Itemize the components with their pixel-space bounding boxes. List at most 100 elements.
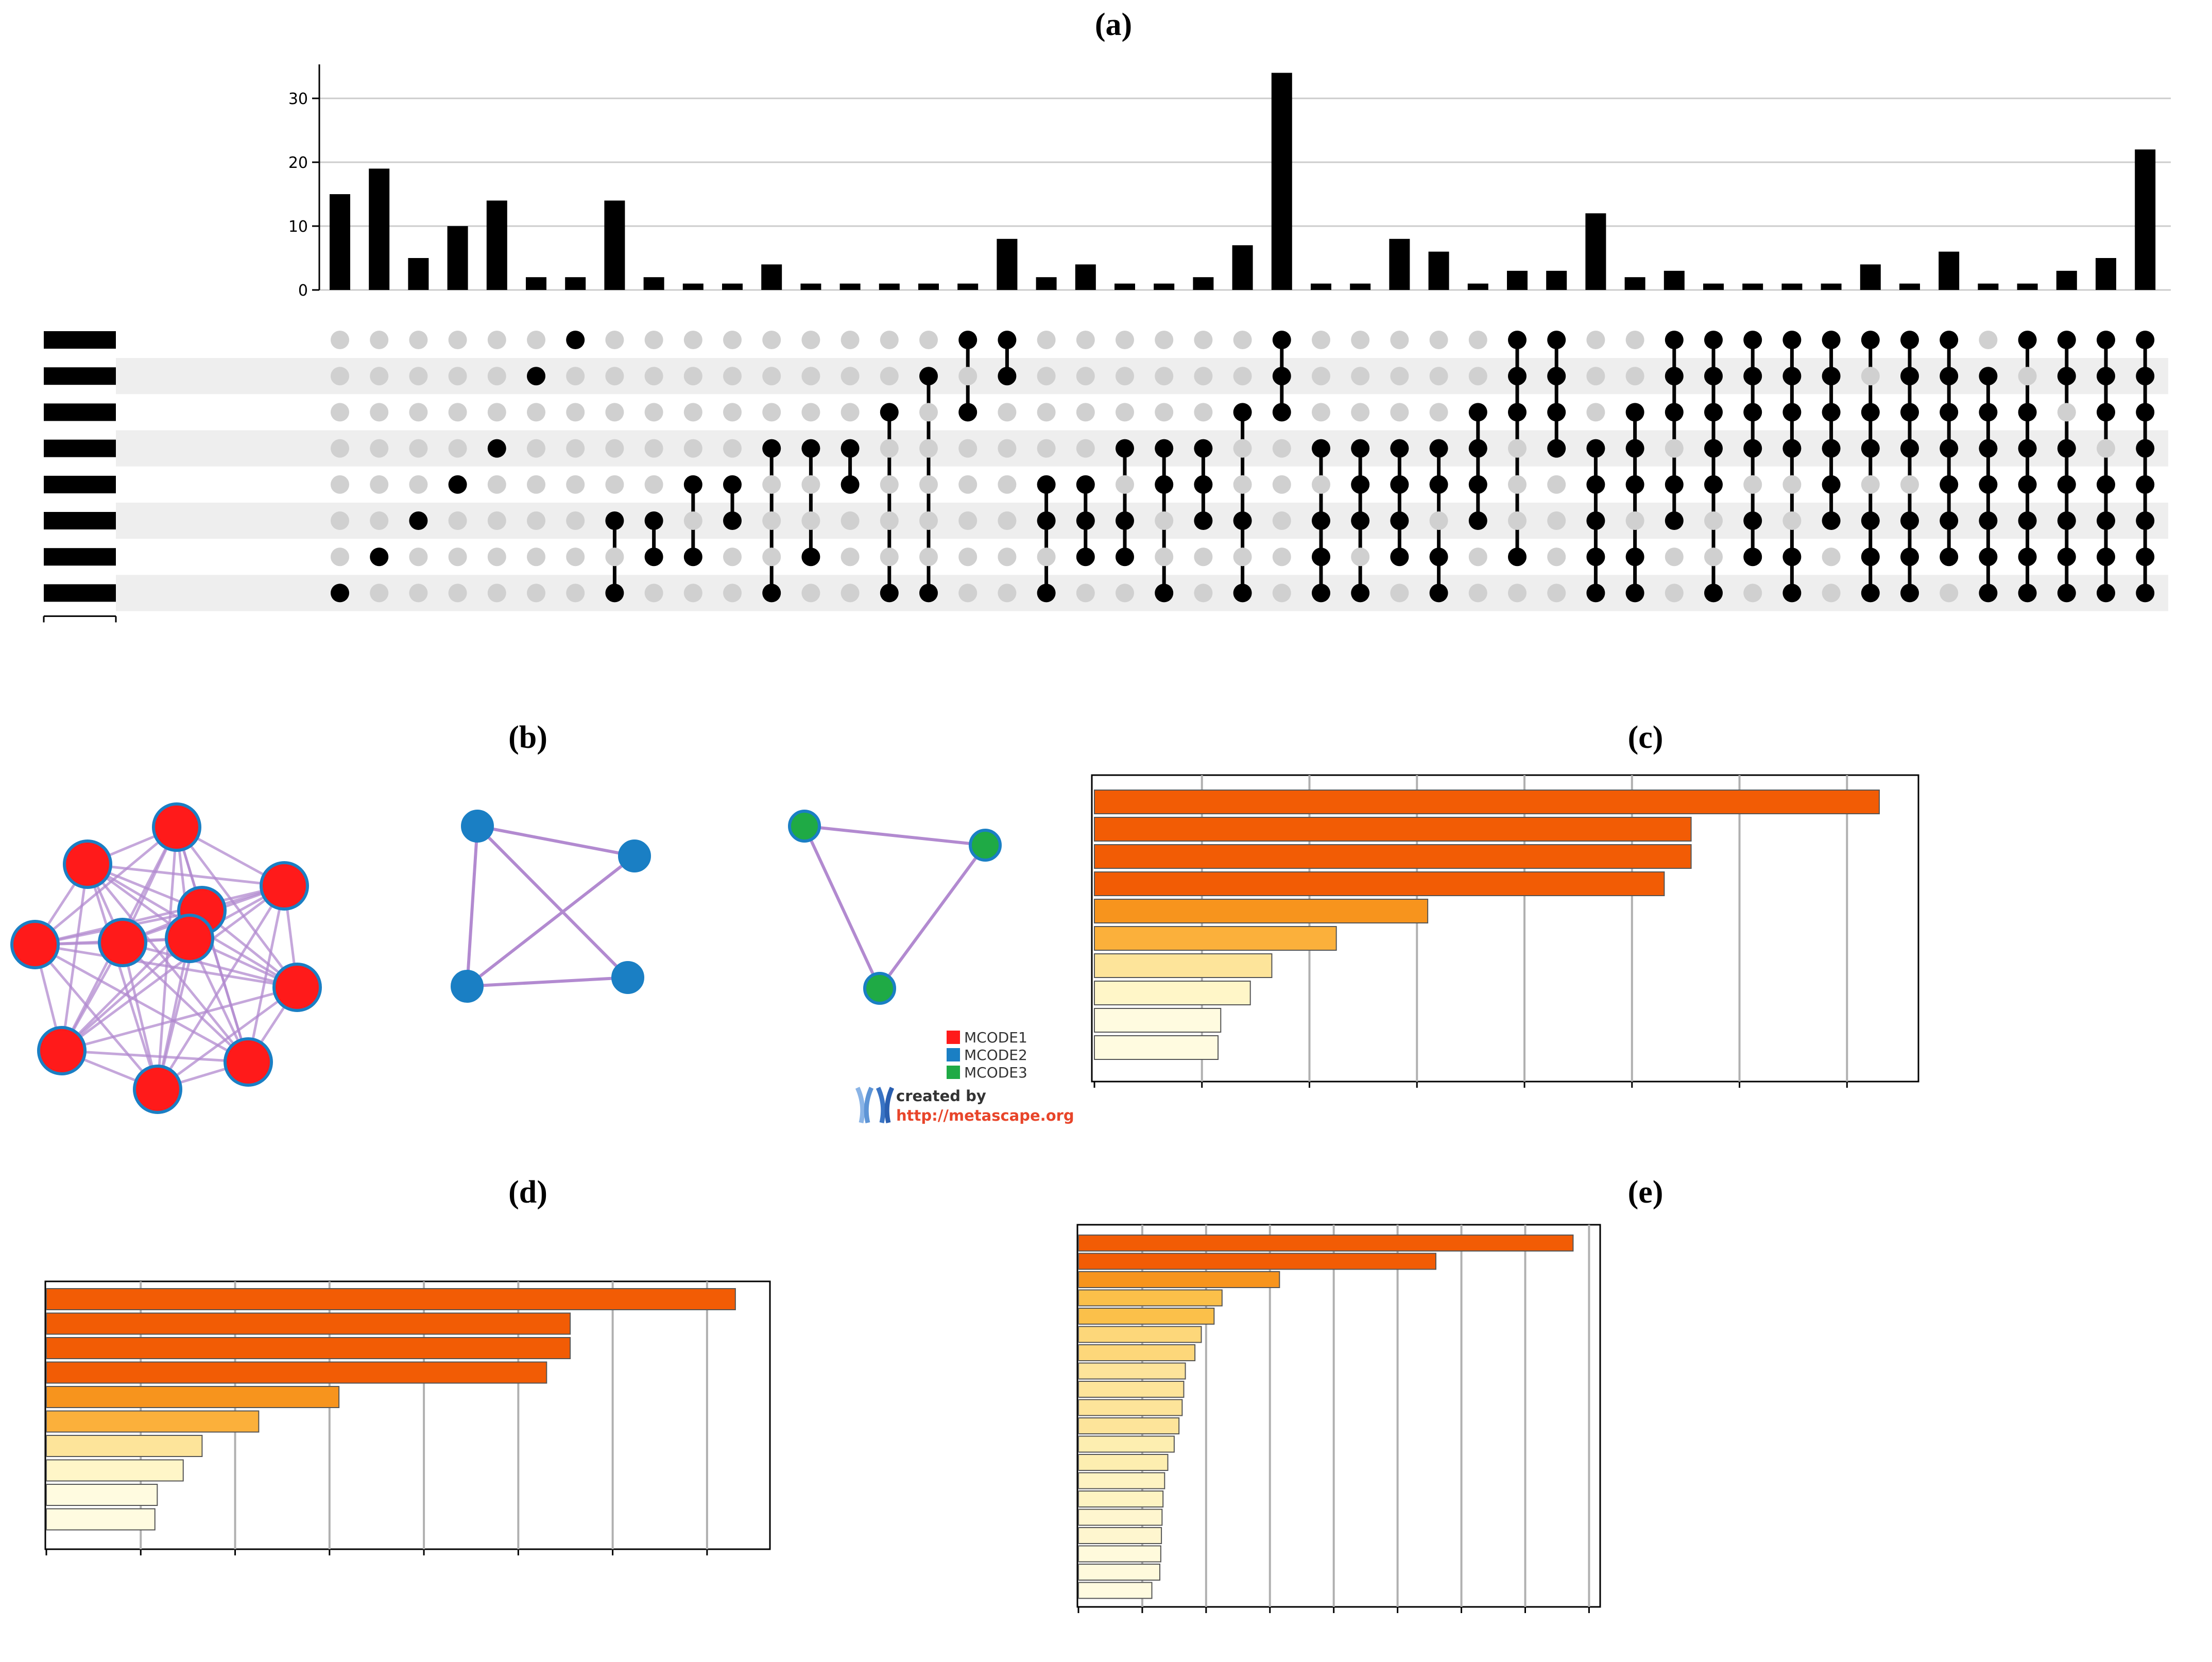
membership-dot-empty (683, 511, 702, 530)
membership-dot-empty (1233, 331, 1252, 349)
membership-dot-filled (1468, 439, 1487, 458)
membership-dot-empty (841, 403, 860, 422)
membership-dot-filled (1743, 367, 1762, 386)
credit-created-by: created by (896, 1087, 986, 1105)
membership-dot-filled (1194, 475, 1213, 494)
membership-dot-filled (1116, 511, 1134, 530)
membership-dot-empty (605, 475, 624, 494)
membership-dot-filled (2136, 511, 2155, 530)
membership-dot-empty (644, 439, 663, 458)
membership-dot-filled (1155, 475, 1174, 494)
membership-dot-empty (2057, 403, 2076, 422)
membership-dot-empty (487, 403, 506, 422)
membership-dot-filled (409, 511, 428, 530)
intersection-bar (1624, 277, 1645, 290)
membership-dot-filled (1351, 584, 1370, 603)
network-node (618, 839, 651, 872)
membership-dot-filled (2136, 475, 2155, 494)
membership-dot-empty (841, 511, 860, 530)
network-edge (804, 825, 986, 847)
membership-dot-empty (880, 511, 899, 530)
membership-dot-empty (409, 331, 428, 349)
bar (1094, 871, 1665, 896)
membership-dot-empty (1940, 584, 1959, 603)
membership-dot-filled (1979, 547, 1998, 567)
membership-dot-filled (1822, 331, 1841, 349)
intersection-bar (2017, 283, 2038, 290)
membership-dot-filled (2018, 475, 2037, 494)
intersection-bar (1899, 283, 1920, 290)
membership-dot-filled (2097, 511, 2115, 530)
membership-dot-empty (448, 403, 467, 422)
membership-dot-empty (958, 547, 978, 567)
membership-dot-empty (919, 547, 938, 567)
panel-label-d: (d) (508, 1175, 547, 1210)
network-edge (477, 825, 635, 858)
mcode3-label: MCODE3 (964, 1064, 1027, 1081)
membership-dot-empty (1822, 584, 1841, 603)
membership-dot-filled (1468, 511, 1487, 530)
membership-dot-empty (2097, 439, 2115, 458)
intersection-bar (1781, 283, 1803, 290)
membership-dot-empty (1586, 367, 1605, 386)
network-edge (121, 942, 159, 1090)
y-tick-label: 30 (288, 90, 308, 108)
membership-dot-filled (1155, 584, 1174, 603)
membership-dot-filled (1900, 547, 1919, 567)
membership-dot-filled (1076, 475, 1095, 494)
bar (1094, 981, 1251, 1005)
membership-dot-filled (958, 403, 978, 422)
membership-dot-filled (1704, 403, 1723, 422)
membership-dot-filled (2097, 403, 2115, 422)
membership-dot-filled (370, 547, 389, 567)
membership-dot-empty (2018, 367, 2037, 386)
membership-dot-empty (527, 331, 545, 349)
set-size-bar (44, 331, 116, 349)
plot-frame (44, 1280, 771, 1550)
membership-dot-filled (1037, 475, 1056, 494)
membership-dot-filled (841, 475, 860, 494)
membership-dot-empty (998, 511, 1017, 530)
intersection-bar (330, 194, 350, 290)
set-size-bar (44, 439, 116, 457)
membership-dot-empty (1390, 584, 1409, 603)
membership-dot-filled (1979, 439, 1998, 458)
set-size-bar (44, 512, 116, 529)
membership-dot-filled (1390, 547, 1409, 567)
membership-dot-filled (919, 367, 938, 386)
membership-dot-filled (998, 367, 1017, 386)
bar (1078, 1472, 1165, 1489)
membership-dot-empty (998, 584, 1017, 603)
membership-dot-empty (1547, 475, 1566, 494)
credit-url: http://metascape.org (896, 1107, 1074, 1124)
network-edge (87, 863, 285, 887)
network-node (133, 1065, 182, 1114)
membership-dot-filled (1547, 367, 1566, 386)
membership-dot-empty (1116, 331, 1134, 349)
membership-dot-filled (2018, 403, 2037, 422)
membership-dot-filled (1468, 403, 1487, 422)
membership-dot-filled (1940, 439, 1959, 458)
membership-dot-empty (1743, 475, 1762, 494)
network-node (10, 920, 60, 969)
membership-dot-empty (1076, 367, 1095, 386)
intersection-bar (682, 283, 704, 290)
membership-dot-filled (1429, 475, 1448, 494)
membership-dot-empty (1076, 331, 1095, 349)
membership-dot-filled (527, 367, 545, 386)
membership-dot-filled (1076, 547, 1095, 567)
membership-dot-filled (1665, 331, 1684, 349)
membership-dot-filled (1547, 439, 1566, 458)
membership-dot-filled (1940, 367, 1959, 386)
membership-dot-empty (1076, 584, 1095, 603)
membership-dot-empty (448, 511, 467, 530)
membership-dot-empty (1037, 403, 1056, 422)
membership-dot-filled (1822, 367, 1841, 386)
membership-dot-filled (1390, 511, 1409, 530)
set-size-bar (44, 403, 116, 421)
bar (1094, 817, 1692, 842)
membership-dot-empty (527, 547, 545, 567)
membership-dot-filled (1272, 331, 1291, 349)
network-edge (122, 941, 298, 989)
